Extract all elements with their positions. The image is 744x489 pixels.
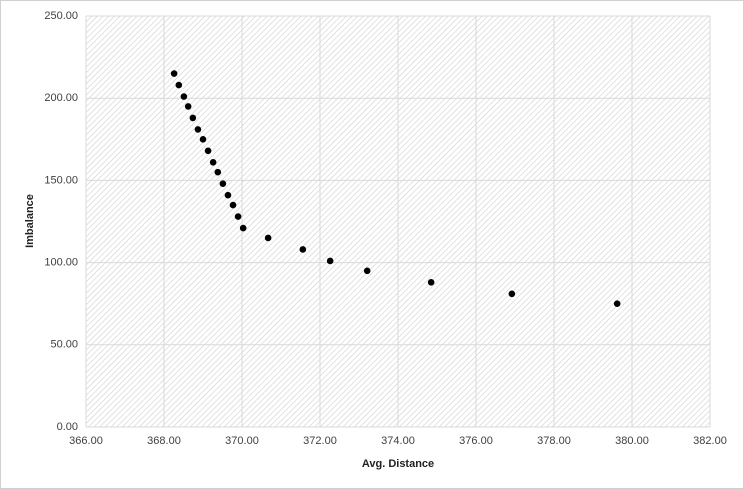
data-point [326, 257, 334, 265]
y-axis-title: Imbalance [24, 194, 36, 248]
data-point [194, 126, 202, 133]
data-point [363, 267, 371, 275]
data-point [613, 300, 621, 308]
x-tick-label: 370.00 [225, 435, 259, 447]
x-tick-label: 376.00 [459, 435, 493, 447]
x-tick-label: 366.00 [69, 435, 103, 447]
x-axis-title: Avg. Distance [362, 458, 434, 470]
data-point [234, 213, 242, 220]
x-tick-label: 368.00 [147, 435, 181, 447]
x-tick-label: 382.00 [693, 435, 727, 447]
x-tick-label: 378.00 [537, 435, 571, 447]
x-tick-label: 372.00 [303, 435, 337, 447]
y-tick-label: 100.00 [44, 257, 78, 269]
y-tick-label: 50.00 [50, 339, 78, 351]
data-point [508, 290, 516, 298]
data-point [180, 93, 188, 100]
data-point [170, 70, 178, 77]
x-tick-label: 374.00 [381, 435, 415, 447]
data-point [239, 224, 247, 232]
data-point [224, 191, 232, 199]
y-tick-label: 200.00 [44, 92, 78, 104]
data-point [204, 147, 212, 155]
x-tick-label: 380.00 [615, 435, 649, 447]
data-point [214, 168, 222, 176]
data-point [219, 180, 227, 187]
data-point [175, 81, 183, 89]
data-point [264, 234, 272, 242]
data-point [427, 279, 435, 286]
y-tick-label: 250.00 [44, 10, 78, 22]
data-point [209, 159, 217, 166]
data-point [229, 201, 237, 209]
data-point [189, 114, 197, 122]
data-point [199, 136, 207, 143]
y-tick-label: 0.00 [57, 421, 78, 433]
data-point [299, 246, 307, 253]
data-point [184, 103, 192, 110]
y-tick-label: 150.00 [44, 174, 78, 186]
